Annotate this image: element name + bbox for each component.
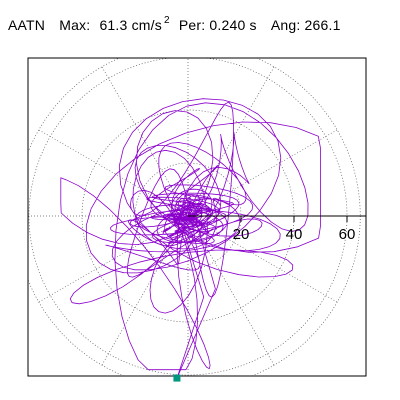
max-value: 61.3 [99,17,128,33]
max-label: Max: [59,17,91,33]
max-unit: cm/s [131,17,162,33]
peak-marker [173,374,181,382]
marker-layer [173,374,181,382]
station-name: AATN [8,17,46,33]
ang-value: 266.1 [304,17,341,33]
max-unit-exponent: 2 [163,15,170,26]
grid-spoke-330 [187,215,338,303]
ang-label: Ang: [270,17,301,33]
motion-trace-path [60,98,321,376]
per-value: 0.240 s [209,17,257,33]
radial-axis: 20 40 60 [188,215,366,243]
radial-tick-label-20: 20 [233,226,250,243]
motion-trace [60,98,321,376]
per-label: Per: [178,17,206,33]
hodogram-header: AATN Max: 61.3 cm/s 2 Per: 0.240 s Ang: 2… [8,15,341,33]
radial-tick-label-40: 40 [286,226,303,243]
radial-tick-label-60: 60 [339,226,356,243]
plot-frame [27,57,367,377]
